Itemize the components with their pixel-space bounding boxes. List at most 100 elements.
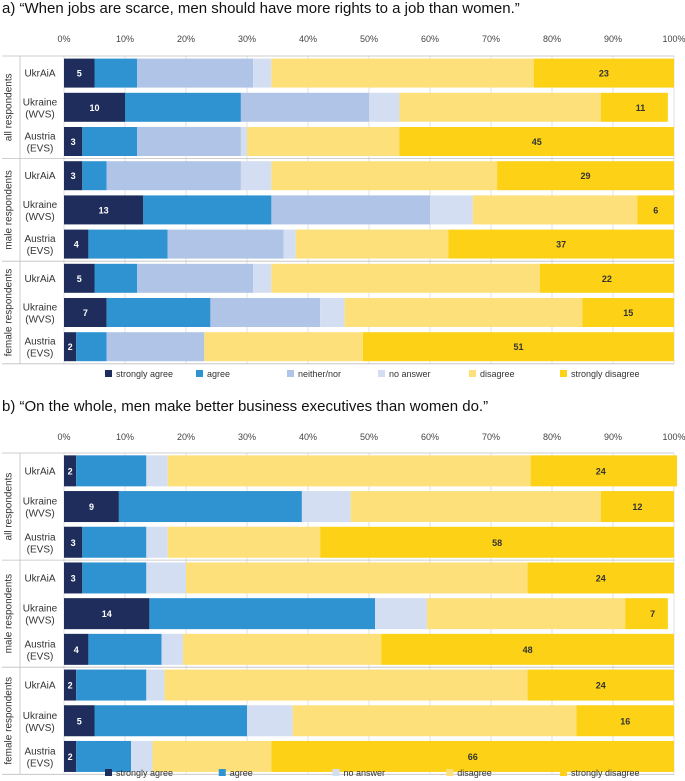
chart-a-x-tick-label: 10% <box>116 34 134 44</box>
chart-a-bar-strongly-disagree <box>637 195 674 225</box>
chart-a-x-tick-label: 80% <box>543 34 561 44</box>
chart-a-data-label-right: 11 <box>636 103 646 113</box>
chart-b-bar-strongly-agree <box>64 705 95 737</box>
chart-b-category-label: UkrAiA <box>24 573 55 584</box>
chart-b-legend-swatch <box>105 769 112 776</box>
chart-b-group-label: female respondents <box>4 677 15 765</box>
chart-a-bar-strongly-agree <box>64 229 89 259</box>
chart-a-data-label-right: 37 <box>556 240 566 250</box>
chart-a-bar-agree <box>82 127 138 156</box>
chart-b-bar-strongly-agree <box>64 740 77 772</box>
chart-b-bar-strongly-disagree <box>527 669 674 701</box>
chart-a-legend-swatch <box>560 370 567 377</box>
chart-b-x-tick-label: 10% <box>116 432 134 442</box>
chart-b-x-tick-label: 100% <box>662 432 685 442</box>
chart-a-bar-disagree <box>271 161 498 191</box>
chart-a-bar-neither-nor <box>240 92 369 122</box>
chart-b-x-tick-label: 70% <box>482 432 500 442</box>
chart-a-bar-strongly-disagree <box>600 92 668 122</box>
chart-a-title: a) “When jobs are scarce, men should hav… <box>2 0 520 17</box>
chart-a-data-label-left: 3 <box>71 137 76 147</box>
chart-b-legend-swatch <box>332 769 340 776</box>
chart-b-bar-agree <box>76 669 147 701</box>
chart-b-legend-label: disagree <box>457 768 492 778</box>
chart-a-bar-strongly-disagree <box>399 127 674 156</box>
chart-b-legend-swatch <box>446 769 454 776</box>
chart-b-bar-strongly-agree <box>64 669 77 701</box>
chart-b-bar-strongly-disagree <box>381 633 674 665</box>
chart-b-bar-agree <box>76 455 147 487</box>
chart-b-x-tick-label: 80% <box>543 432 561 442</box>
chart-a-data-label-left: 10 <box>89 103 99 113</box>
chart-b-data-label-left: 2 <box>68 752 73 762</box>
chart-a-bar-strongly-agree <box>64 195 144 225</box>
chart-a-legend-label: neither/nor <box>298 369 341 379</box>
chart-a-bar-agree <box>125 92 241 122</box>
chart-b-bar-no-answer <box>247 705 293 737</box>
chart-a-data-label-right: 45 <box>532 137 542 147</box>
chart-a-bar-neither-nor <box>106 332 205 362</box>
chart-b-category-label: UkrAiA <box>24 466 55 477</box>
chart-b-bar-strongly-agree <box>64 491 119 523</box>
chart-a-bar-strongly-disagree <box>448 229 674 259</box>
chart-a-data-label-right: 22 <box>602 274 612 284</box>
chart-a-bar-strongly-agree <box>64 127 83 156</box>
chart-b-category-label: Austria (EVS) <box>24 746 56 769</box>
chart-b-bar-strongly-disagree <box>576 705 674 737</box>
chart-a-category-label: Austria (EVS) <box>24 234 56 257</box>
chart-b-bar-strongly-agree <box>64 526 83 558</box>
chart-b-data-label-left: 14 <box>102 609 112 619</box>
chart-b-data-label-left: 2 <box>68 466 73 476</box>
chart-a-data-label-right: 6 <box>653 205 658 215</box>
chart-b-bar-agree <box>82 526 147 558</box>
chart-b-bar-no-answer <box>301 491 351 523</box>
chart-a-legend-swatch <box>196 370 203 377</box>
chart-b-legend-swatch <box>560 769 567 776</box>
chart-a-category-label: Ukraine (WVS) <box>23 200 58 223</box>
chart-b-x-tick-label: 40% <box>299 432 317 442</box>
chart-a-bar-disagree <box>271 58 534 88</box>
chart-b-data-label-left: 5 <box>77 716 82 726</box>
chart-b-bar-strongly-agree <box>64 562 83 594</box>
chart-b-bar-disagree <box>426 598 626 630</box>
chart-b-x-tick-label: 50% <box>360 432 378 442</box>
chart-a-bar-agree <box>82 161 107 191</box>
chart-a-bar-no-answer <box>240 127 247 156</box>
chart-b-x-tick-label: 30% <box>238 432 256 442</box>
chart-a-bar-strongly-disagree <box>497 161 674 191</box>
chart-a-bar-strongly-disagree <box>539 263 674 293</box>
chart-b-x-tick-label: 60% <box>421 432 439 442</box>
chart-a-data-label-left: 3 <box>71 171 76 181</box>
chart-b-bar-strongly-disagree <box>530 455 678 487</box>
chart-a-legend-label: agree <box>207 369 230 379</box>
chart-a-category-label: Ukraine (WVS) <box>23 97 58 120</box>
chart-a-bar-no-answer <box>369 92 400 122</box>
chart-b-legend-label: no answer <box>344 768 386 778</box>
chart-b-x-tick-label: 90% <box>604 432 622 442</box>
chart-b-bar-strongly-disagree <box>320 526 674 558</box>
chart-a-x-tick-label: 100% <box>662 34 685 44</box>
chart-a-data-label-left: 13 <box>99 205 109 215</box>
chart-a-x-tick-label: 70% <box>482 34 500 44</box>
chart-a-bar-no-answer <box>253 263 272 293</box>
chart-a-bar-disagree <box>344 298 583 327</box>
chart-b-legend-swatch <box>218 769 226 776</box>
chart-b-data-label-left: 2 <box>68 681 73 691</box>
chart-b-group-label: all respondents <box>4 473 15 541</box>
chart-b-category-label: Ukraine (WVS) <box>23 497 58 520</box>
chart-b-data-label-left: 3 <box>71 573 76 583</box>
chart-b-title: b) “On the whole, men make better busine… <box>2 398 489 415</box>
chart-a-x-tick-label: 40% <box>299 34 317 44</box>
chart-a-data-label-right: 51 <box>513 342 523 352</box>
chart-a-category-label: UkrAiA <box>24 171 55 182</box>
chart-a-data-label-right: 23 <box>599 69 609 79</box>
chart-a-bar-no-answer <box>320 298 345 327</box>
chart-a-bar-disagree <box>472 195 638 225</box>
chart-a-bar-disagree <box>295 229 449 259</box>
chart-b-data-label-right: 7 <box>650 609 655 619</box>
chart-b-data-label-left: 3 <box>71 538 76 548</box>
chart-b-bar-agree <box>118 491 302 523</box>
chart-b-legend-label: agree <box>230 768 253 778</box>
chart-a-bar-disagree <box>247 127 400 156</box>
